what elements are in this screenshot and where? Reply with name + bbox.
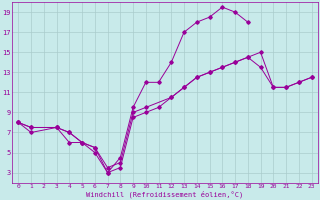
X-axis label: Windchill (Refroidissement éolien,°C): Windchill (Refroidissement éolien,°C) — [86, 190, 244, 198]
